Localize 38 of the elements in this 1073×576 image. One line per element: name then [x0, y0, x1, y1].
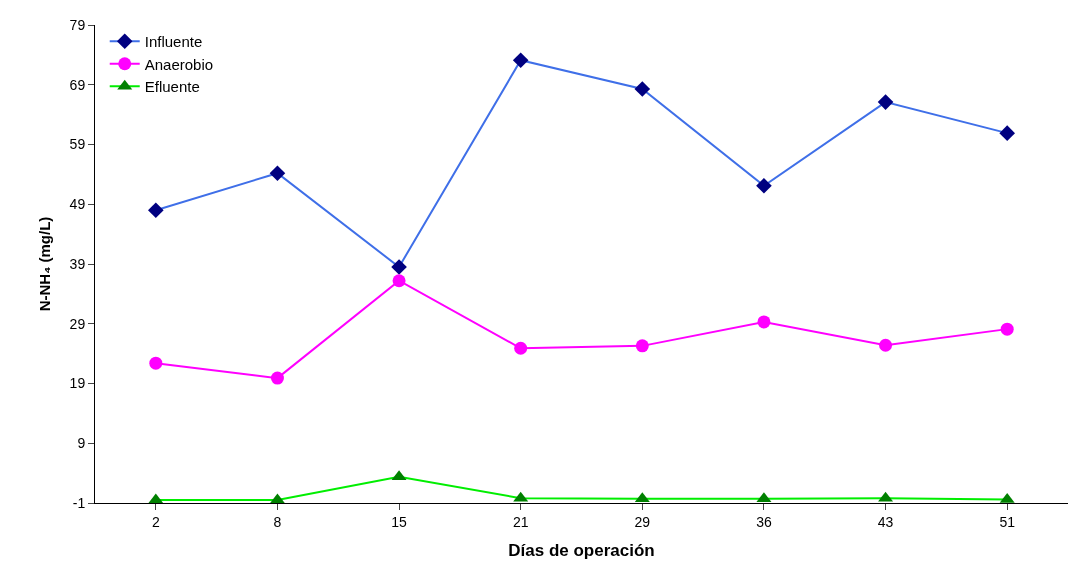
x-tick-label: 2 [151, 513, 160, 530]
y-tick-label: 9 [77, 435, 86, 452]
x-axis-title: Días de operación [508, 541, 655, 561]
point [1000, 322, 1014, 336]
x-tick-label: 43 [877, 513, 894, 530]
y-tick-label: 69 [69, 76, 86, 93]
y-tick-label: -1 [72, 494, 86, 511]
point [879, 338, 893, 352]
x-tick-label: 36 [756, 513, 772, 530]
y-axis-title: N-NH₄ (mg/L) [35, 216, 53, 312]
point [269, 165, 286, 181]
y-tick-label: 29 [69, 315, 86, 332]
point [756, 177, 772, 194]
y-tick-label: 49 [69, 196, 86, 213]
point [999, 125, 1015, 141]
point [514, 341, 528, 355]
x-tick-label: 51 [999, 513, 1016, 530]
point [757, 315, 771, 329]
point [270, 371, 284, 385]
x-tick-label: 8 [273, 513, 282, 530]
legend-label: Efluente [144, 78, 200, 96]
point [148, 202, 164, 219]
point [877, 94, 894, 110]
x-tick-label: 21 [512, 513, 529, 530]
y-tick-label: 59 [69, 136, 86, 153]
legend-label: Anaerobio [144, 55, 214, 73]
point [392, 274, 406, 288]
x-tick-label: 29 [634, 513, 651, 530]
point [391, 259, 407, 275]
x-tick-label: 15 [391, 513, 408, 530]
point [634, 81, 651, 97]
legend-label: Influente [144, 33, 203, 51]
point [635, 339, 649, 353]
y-tick-label: 79 [69, 16, 86, 33]
point [512, 52, 529, 69]
point [149, 356, 163, 370]
y-tick-label: 19 [69, 375, 86, 392]
y-tick-label: 39 [69, 255, 86, 272]
